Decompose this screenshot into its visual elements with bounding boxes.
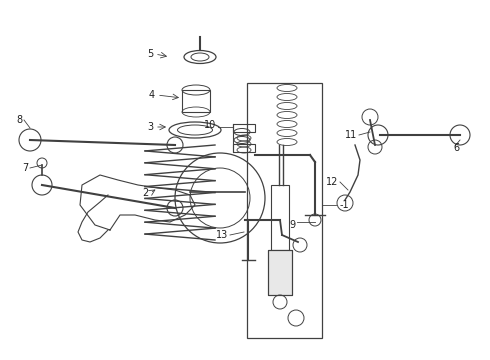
Text: 11: 11 <box>345 130 357 140</box>
Bar <box>182 90 210 112</box>
Text: 3: 3 <box>147 122 153 132</box>
Bar <box>271 185 289 250</box>
Text: 7: 7 <box>22 163 28 173</box>
Bar <box>268 250 292 295</box>
Text: 10: 10 <box>204 120 216 130</box>
Text: 6: 6 <box>454 143 460 153</box>
Bar <box>247 83 322 338</box>
Text: 13: 13 <box>216 230 228 240</box>
Bar <box>233 144 255 152</box>
Text: 2: 2 <box>142 188 148 198</box>
Text: 8: 8 <box>16 115 22 125</box>
Text: 12: 12 <box>326 177 338 187</box>
Text: 9: 9 <box>289 220 295 230</box>
Text: -1: -1 <box>340 200 350 210</box>
Text: 4: 4 <box>149 90 155 100</box>
Bar <box>233 124 255 132</box>
Text: 5: 5 <box>147 49 153 59</box>
Bar <box>268 250 292 295</box>
